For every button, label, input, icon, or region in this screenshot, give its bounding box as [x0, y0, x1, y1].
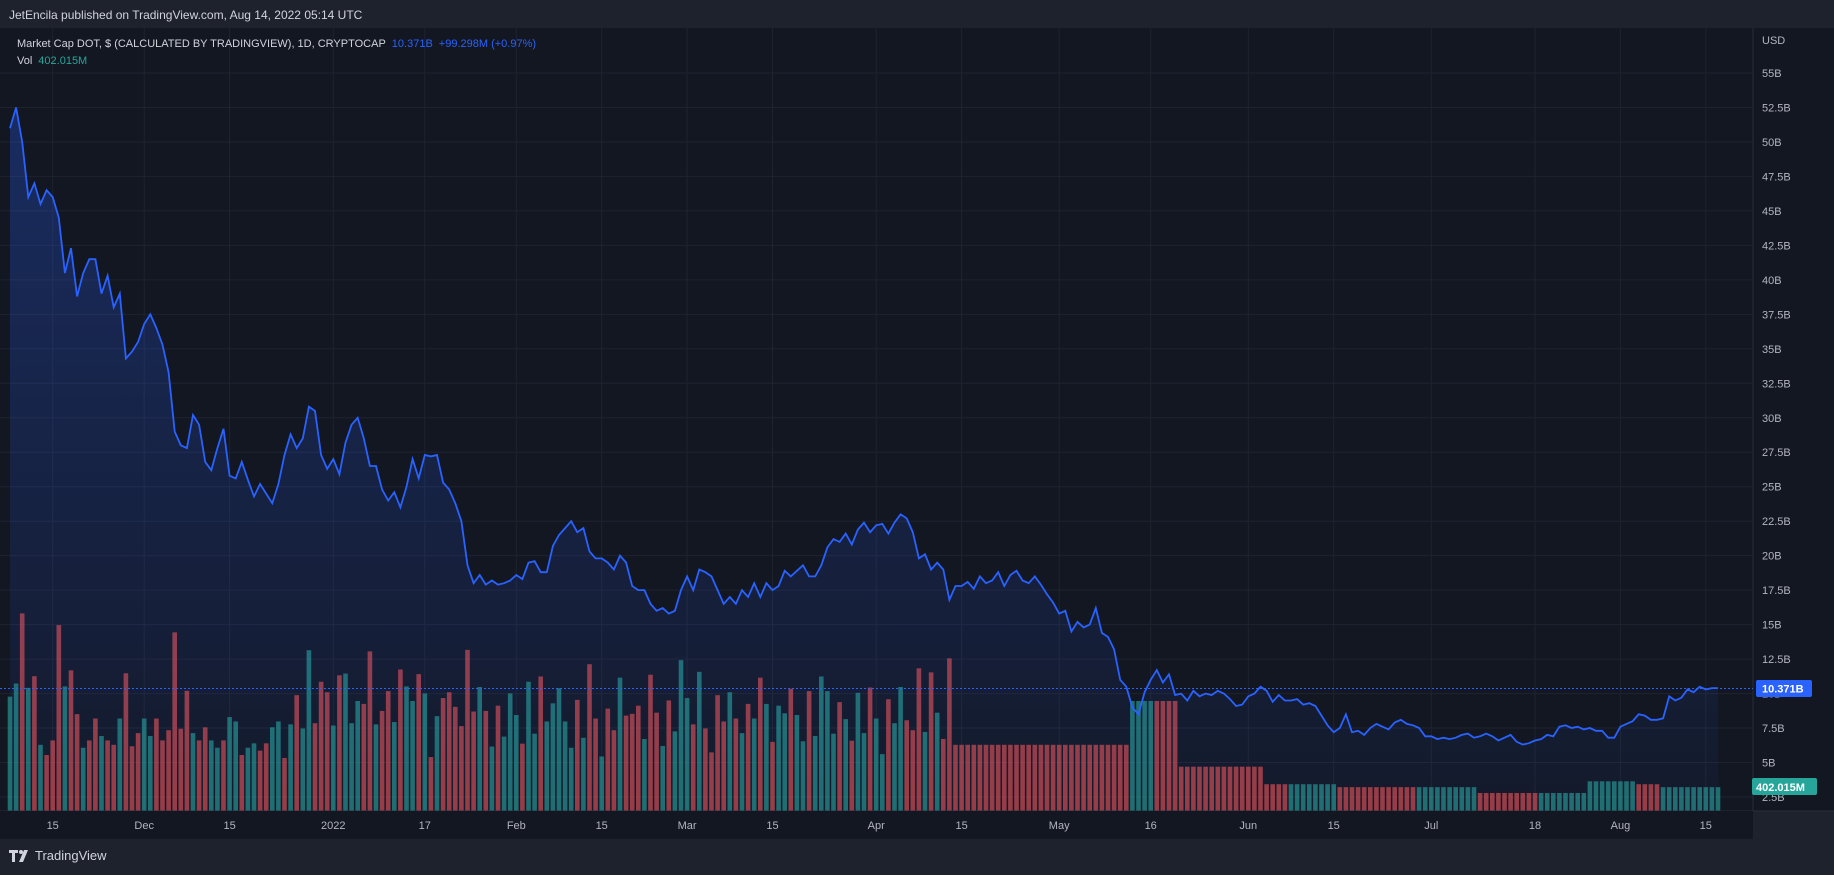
y-tick-label: 27.5B: [1762, 447, 1791, 459]
y-tick-label: 37.5B: [1762, 309, 1791, 321]
y-tick-label: 5B: [1762, 758, 1775, 770]
y-tick-label: 30B: [1762, 413, 1782, 425]
y-tick-label: 52.5B: [1762, 102, 1791, 114]
y-tick-label: 35B: [1762, 344, 1782, 356]
x-tick-label: Apr: [868, 820, 885, 832]
x-tick-label: 15: [1700, 820, 1712, 832]
x-tick-label: 15: [766, 820, 778, 832]
symbol-title: Market Cap DOT, $ (CALCULATED BY TRADING…: [17, 38, 386, 50]
x-tick-label: 17: [419, 820, 431, 832]
x-tick-label: Dec: [134, 820, 154, 832]
y-tick-label: 20B: [1762, 551, 1782, 563]
time-axis: 15 Dec 15 2022 17 Feb 15 Mar 15 Apr 15 May 16 Jun 15 Ju…: [47, 820, 1712, 832]
x-tick-label: 15: [223, 820, 235, 832]
x-tick-label: 2022: [321, 820, 345, 832]
currency-label: USD: [1762, 35, 1785, 47]
x-tick-label: May: [1049, 820, 1070, 832]
footer[interactable]: TradingView: [9, 848, 107, 863]
x-tick-label: Jun: [1239, 820, 1257, 832]
last-price-tag-text: 10.371B: [1762, 683, 1804, 695]
y-tick-label: 55B: [1762, 68, 1782, 80]
y-tick-label: 25B: [1762, 482, 1782, 494]
time-axis-background[interactable]: [0, 811, 1753, 839]
last-price-tag: 10.371B: [1756, 679, 1812, 697]
y-tick-label: 22.5B: [1762, 516, 1791, 528]
price-area-fill: [10, 107, 1718, 811]
x-tick-label: Feb: [507, 820, 526, 832]
chart-legend[interactable]: Market Cap DOT, $ (CALCULATED BY TRADING…: [17, 36, 536, 70]
brand-name: TradingView: [35, 848, 107, 863]
tradingview-logo-icon: [9, 849, 28, 862]
publish-info: JetEncila published on TradingView.com, …: [9, 8, 363, 22]
x-tick-label: Jul: [1424, 820, 1438, 832]
y-tick-label: 40B: [1762, 275, 1782, 287]
x-tick-label: 15: [1328, 820, 1340, 832]
volume-label: Vol: [17, 55, 33, 67]
volume-tag-text: 402.015M: [1756, 782, 1805, 794]
y-tick-label: 7.5B: [1762, 723, 1785, 735]
y-tick-label: 17.5B: [1762, 585, 1791, 597]
y-tick-label: 50B: [1762, 137, 1782, 149]
y-tick-label: 42.5B: [1762, 240, 1791, 252]
legend-last-value: 10.371B: [391, 38, 433, 50]
legend-volume-row: Vol 402.015M: [17, 53, 536, 70]
x-tick-label: 15: [47, 820, 59, 832]
price-axis: 2.5B5B7.5B10B12.5B15B17.5B20B22.5B25B27.…: [1762, 68, 1791, 804]
y-tick-label: 12.5B: [1762, 654, 1791, 666]
y-tick-label: 45B: [1762, 206, 1782, 218]
legend-change: +99.298M (+0.97%): [438, 38, 537, 50]
x-tick-label: 18: [1529, 820, 1541, 832]
volume-tag: 402.015M: [1752, 778, 1817, 795]
legend-main-row: Market Cap DOT, $ (CALCULATED BY TRADING…: [17, 36, 536, 53]
price-line: [9, 107, 1718, 746]
x-tick-label: Aug: [1611, 820, 1631, 832]
x-tick-label: 15: [596, 820, 608, 832]
y-tick-label: 32.5B: [1762, 378, 1791, 390]
x-tick-label: 15: [955, 820, 967, 832]
x-tick-label: Mar: [678, 820, 697, 832]
x-tick-label: 16: [1145, 820, 1157, 832]
volume-value: 402.015M: [38, 55, 88, 67]
y-tick-label: 47.5B: [1762, 171, 1791, 183]
top-bar: JetEncila published on TradingView.com, …: [0, 0, 1834, 28]
y-tick-label: 15B: [1762, 620, 1782, 632]
